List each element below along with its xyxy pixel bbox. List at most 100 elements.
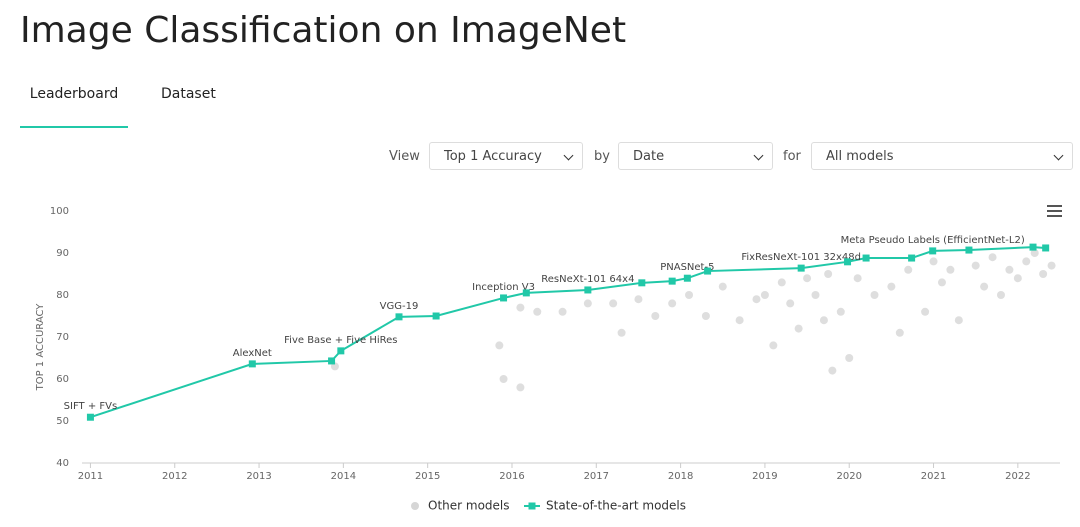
other-point — [516, 303, 525, 312]
x-tick-label: 2013 — [246, 471, 271, 482]
other-point — [853, 274, 862, 283]
view-select[interactable]: Top 1 Accuracy — [429, 142, 583, 170]
other-point — [988, 253, 997, 262]
y-tick-label: 50 — [56, 416, 69, 427]
other-point — [609, 299, 618, 308]
sota-point — [522, 289, 530, 297]
legend-symbol — [528, 502, 536, 510]
other-point — [971, 261, 980, 270]
sota-point — [908, 254, 916, 262]
point-label: ResNeXt-101 64x4 — [541, 274, 634, 285]
legend-symbol — [411, 502, 419, 510]
sota-point — [668, 277, 676, 285]
other-point — [824, 270, 833, 278]
other-point — [819, 316, 828, 325]
x-tick-label: 2021 — [921, 471, 946, 482]
other-point — [921, 307, 930, 316]
other-point — [1013, 274, 1022, 283]
sota-point — [584, 286, 592, 294]
sota-point — [328, 357, 336, 365]
point-label: FixResNeXt-101 32x48d — [741, 252, 861, 263]
other-point — [836, 307, 845, 316]
other-point — [980, 282, 989, 291]
sota-point — [797, 264, 805, 272]
other-point — [499, 375, 508, 383]
x-tick-label: 2016 — [499, 471, 524, 482]
legend-item[interactable]: Other models — [411, 499, 510, 513]
sota-point — [965, 246, 973, 254]
x-tick-label: 2014 — [331, 471, 356, 482]
other-point — [937, 278, 946, 287]
other-point — [516, 383, 525, 392]
other-point — [1039, 270, 1048, 278]
other-point — [1005, 265, 1014, 274]
sota-point — [1029, 243, 1037, 251]
other-point — [685, 291, 694, 299]
by-label: by — [594, 149, 610, 164]
sota-point — [432, 312, 440, 320]
y-tick-label: 100 — [50, 206, 69, 217]
sota-point — [395, 313, 403, 321]
sota-point — [1042, 244, 1050, 252]
point-label: SIFT + FVs — [64, 401, 118, 412]
sota-point — [704, 267, 712, 275]
other-point — [845, 354, 854, 362]
x-tick-label: 2012 — [162, 471, 187, 482]
x-tick-label: 2017 — [584, 471, 609, 482]
other-point — [954, 316, 963, 325]
sota-point — [248, 360, 256, 368]
other-point — [1030, 249, 1039, 257]
for-select[interactable]: All models — [811, 142, 1073, 170]
sota-point — [844, 258, 852, 266]
sota-point — [638, 279, 646, 287]
other-point — [1022, 257, 1031, 266]
by-select[interactable]: Date — [618, 142, 773, 170]
y-tick-label: 60 — [56, 374, 69, 385]
x-tick-label: 2019 — [752, 471, 777, 482]
sota-point — [929, 247, 937, 255]
other-point — [533, 307, 542, 316]
other-point — [583, 299, 592, 308]
y-tick-label: 80 — [56, 290, 69, 301]
other-point — [617, 328, 626, 337]
other-point — [735, 316, 744, 325]
other-point — [904, 265, 913, 274]
other-point — [946, 265, 955, 274]
other-point — [777, 278, 786, 287]
other-point — [769, 341, 778, 350]
other-point — [1047, 261, 1056, 270]
point-label: VGG-19 — [380, 301, 419, 312]
point-label: Five Base + Five HiRes — [284, 335, 397, 346]
tab[interactable]: Dataset — [161, 86, 216, 102]
other-point — [752, 295, 761, 304]
other-point — [701, 312, 710, 320]
other-point — [803, 274, 812, 283]
other-point — [718, 282, 727, 291]
x-tick-label: 2015 — [415, 471, 440, 482]
other-point — [870, 291, 879, 299]
y-axis-title: TOP 1 ACCURACY — [35, 303, 46, 392]
point-label: AlexNet — [233, 348, 272, 359]
menu-icon[interactable] — [1047, 205, 1062, 217]
other-point — [929, 257, 938, 266]
view-label: View — [389, 149, 420, 164]
other-point — [330, 362, 339, 371]
tab[interactable]: Leaderboard — [20, 86, 128, 128]
other-point — [786, 299, 795, 308]
other-point — [811, 291, 820, 299]
sota-point — [337, 347, 345, 355]
y-tick-label: 90 — [56, 248, 69, 259]
x-tick-label: 2020 — [836, 471, 861, 482]
other-point — [895, 328, 904, 337]
other-point — [634, 295, 643, 304]
sota-point — [86, 413, 94, 421]
sota-point — [862, 254, 870, 262]
for-label: for — [783, 149, 801, 164]
legend-item[interactable]: State-of-the-art models — [524, 499, 686, 513]
legend-label: Other models — [428, 499, 510, 513]
legend-label: State-of-the-art models — [546, 499, 686, 513]
sota-point — [683, 274, 691, 282]
point-label: Meta Pseudo Labels (EfficientNet-L2) — [841, 235, 1025, 246]
